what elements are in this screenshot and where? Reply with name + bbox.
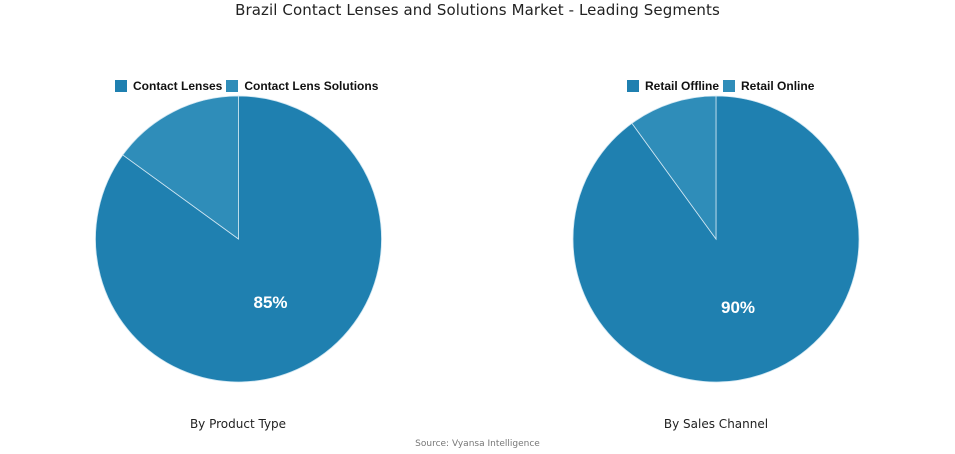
pie-label-contact-lenses: 85% (253, 293, 287, 312)
subtitle-sales-channel: By Sales Channel (663, 417, 769, 431)
pie-slice-contact-lenses[interactable] (95, 95, 382, 383)
pie-chart-sales-channel: 90% (572, 95, 860, 383)
pie-chart-product-type: 85% (95, 95, 382, 383)
legend-swatch-icon (226, 80, 239, 92)
legend-product-type: Contact Lenses Contact Lens Solutions (115, 79, 382, 93)
legend-item-retail-online[interactable]: Retail Online (723, 79, 814, 93)
legend-label: Contact Lens Solutions (244, 79, 379, 93)
legend-label: Retail Online (741, 79, 815, 93)
legend-swatch-icon (723, 80, 736, 92)
legend-swatch-icon (627, 80, 639, 92)
legend-item-contact-lenses[interactable]: Contact Lenses (115, 79, 222, 93)
source-note: Source: Vyansa Intelligence (415, 439, 540, 449)
legend-label: Contact Lenses (133, 79, 223, 93)
pie-label-retail-offline: 90% (721, 298, 755, 317)
chart-title: Brazil Contact Lenses and Solutions Mark… (235, 1, 720, 19)
legend-item-retail-offline[interactable]: Retail Offline (627, 79, 719, 93)
pie-slice-retail-online[interactable] (631, 95, 717, 241)
legend-sales-channel: Retail Offline Retail Online (627, 79, 818, 93)
pie-slice-contact-lens-solutions[interactable] (122, 95, 239, 240)
legend-item-contact-lens-solutions[interactable]: Contact Lens Solutions (226, 79, 378, 93)
legend-label: Retail Offline (645, 79, 720, 93)
legend-swatch-icon (115, 80, 127, 92)
subtitle-product-type: By Product Type (189, 417, 287, 431)
